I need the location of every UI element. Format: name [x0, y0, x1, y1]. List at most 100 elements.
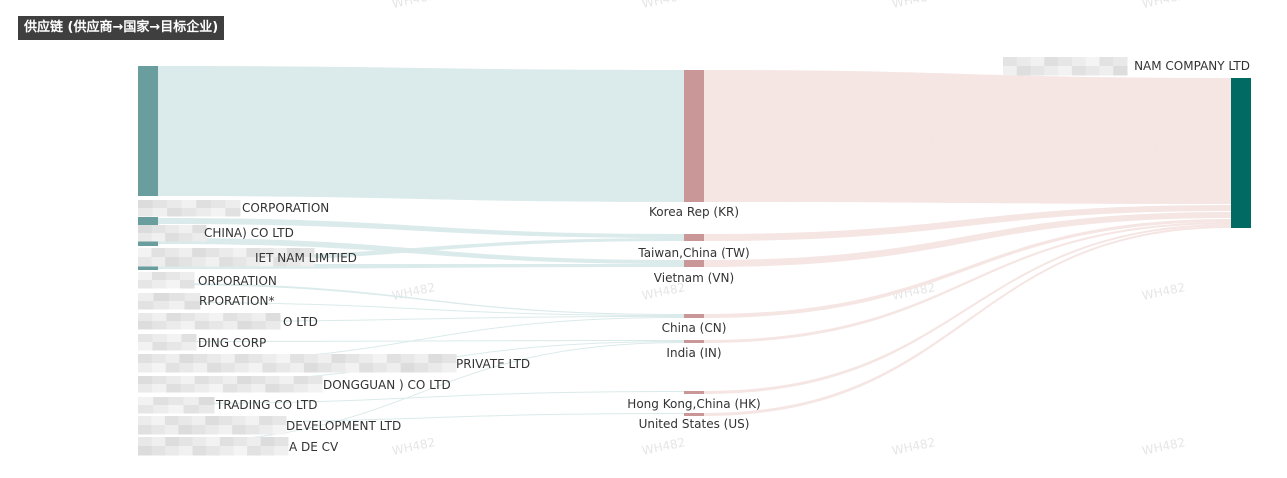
redaction-block — [151, 363, 167, 373]
redaction-block — [359, 354, 374, 364]
redaction-block — [138, 257, 153, 267]
country-node[interactable] — [684, 314, 704, 318]
redaction-block — [442, 363, 457, 373]
link-supplier-country[interactable] — [158, 342, 684, 443]
redaction-block — [138, 293, 154, 302]
target-node[interactable] — [1231, 78, 1251, 228]
link-country-target[interactable] — [704, 226, 1231, 416]
link-supplier-country[interactable] — [158, 283, 684, 315]
redaction-block — [191, 416, 206, 426]
redaction-block — [152, 321, 167, 330]
redaction-block — [1016, 57, 1032, 67]
redaction-block — [178, 248, 193, 258]
redaction-block — [138, 405, 154, 414]
link-country-target[interactable] — [704, 205, 1231, 241]
watermark-text: WH482 — [391, 435, 437, 458]
redaction-block — [331, 363, 346, 373]
redaction-block — [274, 437, 289, 447]
redaction-block — [194, 313, 210, 322]
redaction-block — [248, 363, 263, 373]
redaction-block — [414, 363, 429, 373]
redaction-block — [246, 257, 261, 267]
link-supplier-country[interactable] — [158, 302, 684, 316]
link-country-target[interactable] — [704, 70, 1231, 204]
supplier-label: TRADING CO LTD — [215, 398, 318, 412]
redaction-block — [303, 354, 319, 364]
redaction-block — [272, 425, 287, 435]
redaction-block — [220, 354, 236, 364]
redaction-block — [166, 313, 182, 322]
redaction-block — [152, 342, 168, 351]
redaction-block — [166, 280, 181, 289]
redaction-block — [194, 376, 210, 385]
link-country-target[interactable] — [704, 224, 1231, 394]
redaction-block — [247, 437, 262, 447]
redaction-block — [178, 257, 193, 267]
redaction-block — [232, 257, 247, 267]
redaction-block — [180, 280, 195, 289]
country-node[interactable] — [684, 391, 704, 394]
redaction-block — [428, 354, 443, 364]
watermark-text: WH482 — [891, 0, 937, 11]
redaction-block — [192, 437, 207, 447]
country-node[interactable] — [684, 413, 704, 416]
redaction-block — [234, 363, 250, 373]
redaction-block — [153, 301, 170, 310]
redaction-block — [307, 376, 323, 385]
redaction-block — [234, 354, 250, 364]
redaction-block — [151, 248, 166, 258]
redaction-block — [208, 376, 224, 385]
country-node[interactable] — [684, 70, 704, 202]
link-supplier-country[interactable] — [158, 340, 684, 342]
supplier-node[interactable] — [138, 66, 158, 196]
link-supplier-country[interactable] — [158, 66, 684, 202]
redaction-block — [272, 416, 287, 426]
redaction-block — [168, 405, 185, 414]
redaction-block — [245, 416, 260, 426]
watermark-text: WH482 — [891, 435, 937, 458]
redaction-block — [245, 425, 260, 435]
link-supplier-country[interactable] — [158, 316, 684, 322]
watermark-text: WH482 — [1141, 0, 1187, 11]
redaction-block — [151, 225, 166, 234]
link-country-target[interactable] — [704, 222, 1231, 343]
redaction-block — [153, 405, 169, 414]
redaction-block — [1003, 66, 1018, 76]
link-supplier-country[interactable] — [158, 413, 684, 423]
redaction-block — [205, 425, 220, 435]
redaction-block — [192, 248, 207, 258]
redaction-block — [191, 425, 206, 435]
link-supplier-country[interactable] — [158, 317, 684, 362]
country-node[interactable] — [684, 234, 704, 241]
supplier-label: A DE CV — [289, 440, 339, 454]
link-supplier-country[interactable] — [158, 391, 684, 404]
redaction-block — [169, 293, 185, 302]
redaction-block — [138, 376, 153, 385]
redaction-block — [138, 446, 153, 456]
chart-title: 供应链 (供应商→国家→目标企业) — [18, 16, 225, 40]
redaction-block — [386, 363, 402, 373]
redaction-block — [205, 248, 220, 258]
redaction-block — [192, 257, 207, 267]
redaction-block — [164, 425, 179, 435]
node-labels: CORPORATION CHINA) CO LTD IET NAM LIMTIED O… — [198, 59, 1250, 454]
redaction-block — [259, 416, 274, 426]
redaction-block — [1085, 57, 1100, 67]
redaction-block — [180, 272, 195, 281]
redaction-block — [179, 363, 194, 373]
redaction-block — [246, 248, 261, 258]
redaction-block — [151, 354, 167, 364]
redaction-block — [167, 208, 183, 217]
redaction-block — [138, 437, 153, 447]
redaction-block — [1071, 66, 1087, 76]
country-node[interactable] — [684, 340, 704, 343]
redaction-block — [152, 272, 167, 281]
redaction-block — [222, 376, 238, 385]
link-supplier-country[interactable] — [158, 218, 684, 238]
redaction-block — [400, 354, 416, 364]
redaction-block — [183, 397, 200, 406]
link-country-target[interactable] — [704, 219, 1231, 318]
link-country-target[interactable] — [704, 212, 1231, 267]
redaction-block — [151, 233, 166, 242]
country-node[interactable] — [684, 260, 704, 267]
